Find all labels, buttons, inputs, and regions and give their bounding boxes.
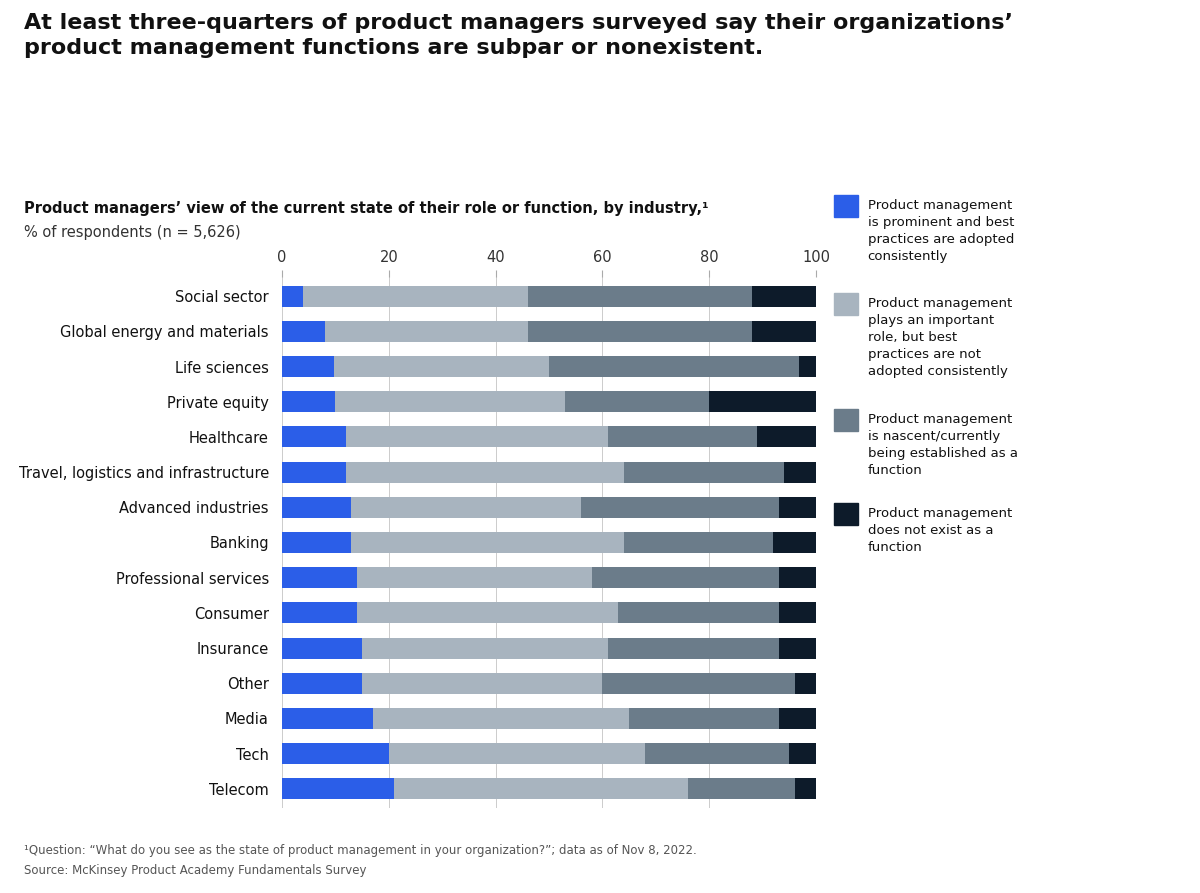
- Bar: [282, 743, 389, 764]
- Bar: [336, 391, 565, 413]
- Bar: [773, 532, 816, 553]
- Bar: [709, 391, 816, 413]
- Bar: [607, 426, 757, 447]
- Bar: [779, 567, 816, 588]
- Bar: [282, 638, 362, 659]
- Bar: [752, 286, 816, 306]
- Bar: [282, 426, 346, 447]
- Bar: [784, 462, 816, 483]
- Text: Product management
is prominent and best
practices are adopted
consistently: Product management is prominent and best…: [868, 199, 1014, 263]
- Bar: [282, 286, 304, 306]
- Bar: [602, 672, 794, 694]
- Text: Product managers’ view of the current state of their role or function, by indust: Product managers’ view of the current st…: [24, 201, 709, 216]
- Bar: [282, 602, 356, 623]
- Bar: [618, 602, 779, 623]
- Bar: [779, 497, 816, 518]
- Bar: [646, 743, 790, 764]
- Bar: [752, 321, 816, 342]
- Bar: [688, 779, 794, 799]
- Bar: [790, 743, 816, 764]
- Bar: [798, 356, 816, 377]
- Bar: [394, 779, 688, 799]
- Bar: [794, 779, 816, 799]
- Bar: [282, 779, 394, 799]
- Bar: [356, 602, 618, 623]
- Text: At least three-quarters of product managers surveyed say their organizations’
pr: At least three-quarters of product manag…: [24, 13, 1013, 58]
- Bar: [389, 743, 646, 764]
- Bar: [624, 532, 773, 553]
- Text: Product management
does not exist as a
function: Product management does not exist as a f…: [868, 507, 1012, 555]
- Bar: [779, 708, 816, 729]
- Bar: [282, 497, 352, 518]
- Bar: [304, 286, 528, 306]
- Bar: [629, 708, 779, 729]
- Bar: [779, 602, 816, 623]
- Bar: [528, 321, 752, 342]
- Bar: [282, 391, 336, 413]
- Text: Product management
is nascent/currently
being established as a
function: Product management is nascent/currently …: [868, 413, 1018, 478]
- Bar: [757, 426, 816, 447]
- Bar: [550, 356, 798, 377]
- Text: Product management
plays an important
role, but best
practices are not
adopted c: Product management plays an important ro…: [868, 297, 1012, 379]
- Bar: [528, 286, 752, 306]
- Bar: [565, 391, 709, 413]
- Bar: [356, 567, 592, 588]
- Text: ¹Question: “What do you see as the state of product management in your organizat: ¹Question: “What do you see as the state…: [24, 844, 697, 857]
- Bar: [346, 426, 607, 447]
- Bar: [352, 532, 624, 553]
- Bar: [335, 356, 550, 377]
- Bar: [282, 462, 346, 483]
- Bar: [592, 567, 779, 588]
- Bar: [282, 321, 325, 342]
- Bar: [362, 638, 607, 659]
- Bar: [779, 638, 816, 659]
- Bar: [794, 672, 816, 694]
- Bar: [282, 672, 362, 694]
- Bar: [346, 462, 624, 483]
- Bar: [352, 497, 581, 518]
- Bar: [325, 321, 528, 342]
- Text: % of respondents (n = 5,626): % of respondents (n = 5,626): [24, 225, 241, 240]
- Bar: [282, 532, 352, 553]
- Bar: [282, 708, 373, 729]
- Bar: [282, 356, 335, 377]
- Bar: [282, 567, 356, 588]
- Bar: [373, 708, 629, 729]
- Bar: [607, 638, 779, 659]
- Text: Source: McKinsey Product Academy Fundamentals Survey: Source: McKinsey Product Academy Fundame…: [24, 864, 366, 878]
- Bar: [362, 672, 602, 694]
- Bar: [624, 462, 784, 483]
- Bar: [581, 497, 779, 518]
